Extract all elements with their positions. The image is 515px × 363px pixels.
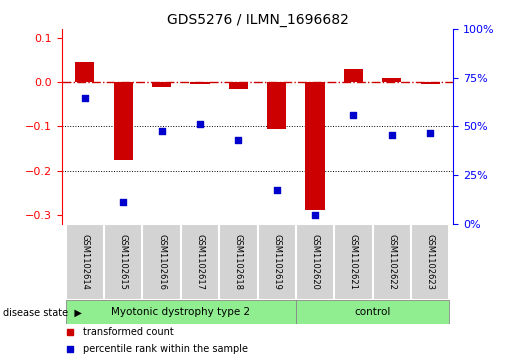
Point [272,188,281,193]
Point [311,212,319,218]
Text: control: control [354,307,391,317]
Point [196,121,204,127]
Bar [421,82,440,84]
Point [81,95,89,101]
Text: GSM1102621: GSM1102621 [349,234,358,290]
Title: GDS5276 / ILMN_1696682: GDS5276 / ILMN_1696682 [166,13,349,26]
Bar [382,78,401,82]
Point [158,128,166,134]
Text: GSM1102617: GSM1102617 [195,234,204,290]
Bar [142,224,181,300]
Bar [334,224,373,300]
Bar [114,82,133,159]
Bar [296,300,450,325]
Text: percentile rank within the sample: percentile rank within the sample [83,344,248,355]
Bar [344,69,363,82]
Bar [65,300,296,325]
Bar [181,224,219,300]
Text: GSM1102618: GSM1102618 [234,234,243,290]
Bar [219,224,258,300]
Point [234,137,243,143]
Bar [305,82,324,211]
Bar [65,224,104,300]
Bar [373,224,411,300]
Bar [229,82,248,89]
Bar [75,62,94,82]
Bar [296,224,334,300]
Bar [191,82,210,84]
Text: GSM1102620: GSM1102620 [311,234,320,290]
Bar [258,224,296,300]
Bar [411,224,450,300]
Point [426,130,434,136]
Bar [267,82,286,129]
Bar [152,82,171,86]
Point [119,199,127,204]
Text: GSM1102616: GSM1102616 [157,234,166,290]
Point [388,132,396,138]
Text: Myotonic dystrophy type 2: Myotonic dystrophy type 2 [111,307,250,317]
Text: GSM1102614: GSM1102614 [80,234,89,290]
Text: GSM1102623: GSM1102623 [426,234,435,290]
Bar [104,224,142,300]
Text: GSM1102622: GSM1102622 [387,234,397,290]
Point [349,113,357,118]
Text: disease state  ▶: disease state ▶ [3,307,81,317]
Text: transformed count: transformed count [83,327,174,337]
Text: GSM1102619: GSM1102619 [272,234,281,290]
Text: GSM1102615: GSM1102615 [118,234,128,290]
